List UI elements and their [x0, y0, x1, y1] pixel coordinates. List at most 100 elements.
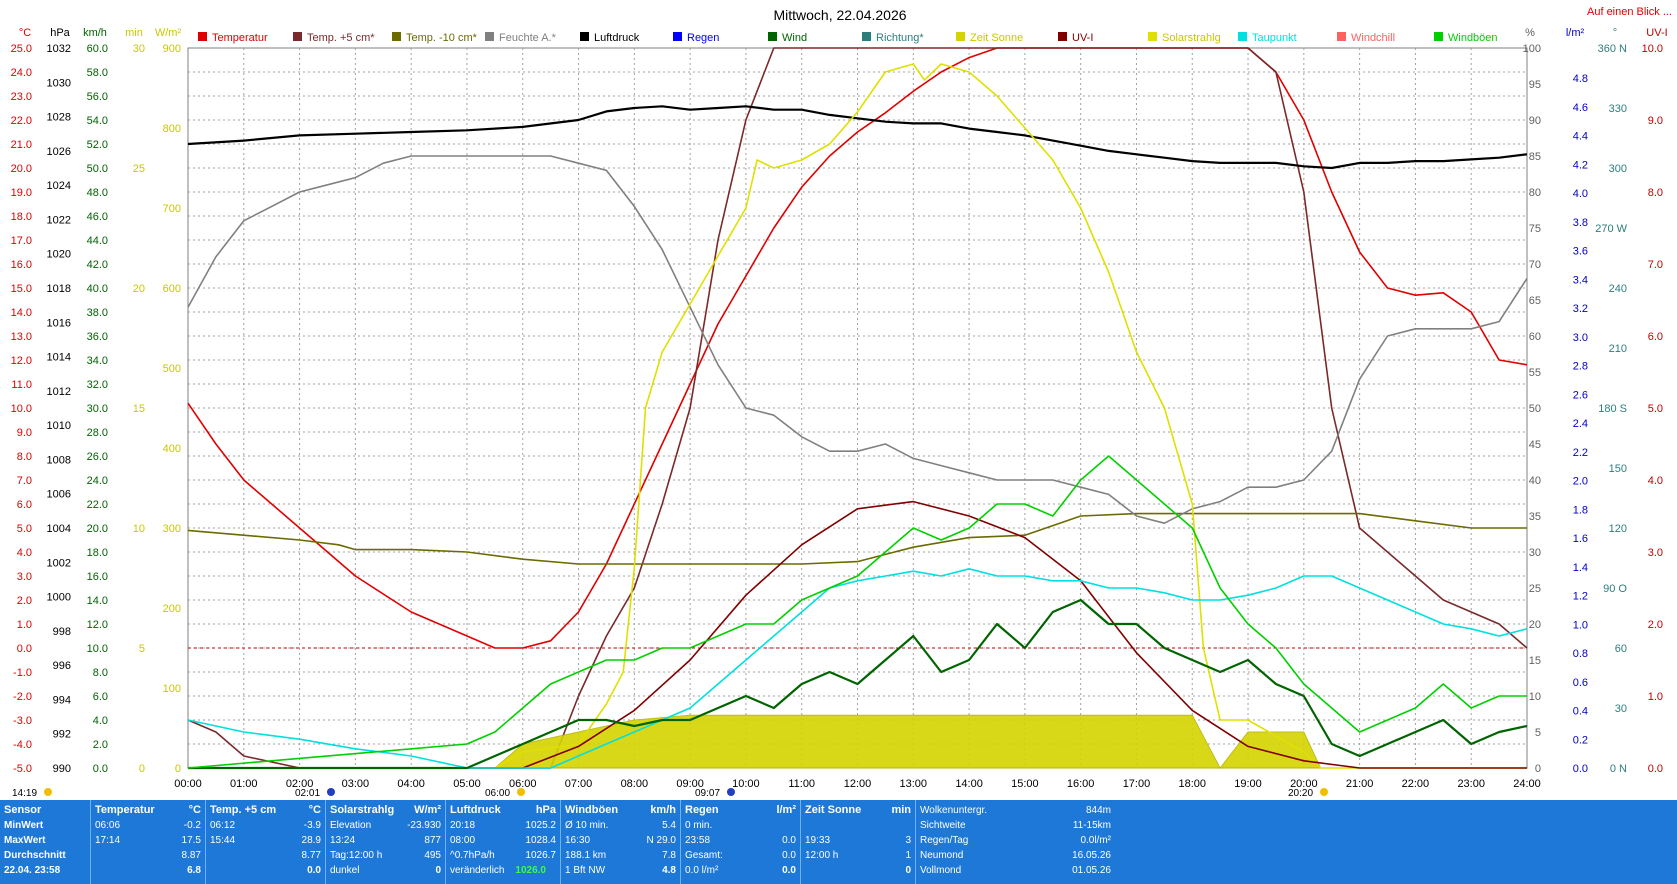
marker-now: 14:19	[12, 788, 37, 799]
footer-header-label: Luftdruck	[450, 804, 501, 816]
footer-row: ^0.7hPa/h 1026.7	[450, 850, 556, 864]
axis-tick-label-celsius: 17.0	[11, 235, 32, 247]
axis-tick-label-lm2: 4.0	[1573, 188, 1588, 200]
footer-row-value: 16.05.26	[1072, 850, 1111, 861]
axis-tick-label-min: 10	[133, 523, 145, 535]
chart-title: Mittwoch, 22.04.2026	[773, 7, 906, 23]
legend-swatch	[485, 32, 494, 41]
series-10	[187, 455, 1527, 769]
axis-tick-label-uvi: 6.0	[1648, 331, 1663, 343]
axis-tick-label-kmh: 16.0	[87, 571, 108, 583]
footer-row-label: MinWert	[4, 820, 44, 831]
footer-row: 8.87	[95, 850, 201, 864]
axis-tick-label-lm2: 1.2	[1573, 591, 1588, 603]
footer-row-label: 15:44	[210, 835, 236, 846]
axis-tick-label-lm2: 3.8	[1573, 217, 1588, 229]
axis-tick-label-lm2: 2.0	[1573, 476, 1588, 488]
axis-tick-label-deg: 300	[1609, 163, 1627, 175]
axis-tick-label-percent: 0	[1535, 763, 1541, 775]
axis-unit-celsius: °C	[19, 27, 31, 39]
axis-tick-label-celsius: -5.0	[13, 763, 32, 775]
axis-tick-label-percent: 90	[1529, 115, 1541, 127]
footer-row-value: 1026.0	[515, 865, 546, 876]
legend-label: UV-I	[1072, 32, 1093, 44]
legend-item: Zeit Sonne	[956, 32, 1023, 44]
marker-sunset: 20:20	[1288, 788, 1313, 799]
axis-tick-label-uvi: 3.0	[1648, 547, 1663, 559]
footer-row-label: Neumond	[920, 850, 964, 861]
axis-tick-label-hpa: 1022	[47, 214, 71, 226]
legend-item: Luftdruck	[580, 32, 640, 44]
axis-tick-label-kmh: 30.0	[87, 403, 108, 415]
axis-tick-label-kmh: 28.0	[87, 427, 108, 439]
footer-row-label: 16:30	[565, 835, 591, 846]
footer-header-label: Solarstrahlg	[330, 804, 395, 816]
axis-tick-label-percent: 15	[1529, 655, 1541, 667]
footer-header-label: Sensor	[4, 804, 42, 816]
footer-row: veränderlich 1026.0	[450, 865, 556, 879]
axis-tick-label-wm2: 900	[163, 43, 181, 55]
series-line	[187, 155, 1528, 524]
axis-tick-label-kmh: 54.0	[87, 115, 108, 127]
axis-tick-label-time: 23:00	[1457, 778, 1485, 790]
axis-tick-label-lm2: 1.6	[1573, 533, 1588, 545]
axis-tick-label-hpa: 1016	[47, 317, 71, 329]
footer-row-value: 17.5	[181, 835, 201, 846]
axis-tick-label-kmh: 18.0	[87, 547, 108, 559]
time-markers: 14:19 02:01 06:00 09:07 20:20	[12, 788, 1328, 799]
axis-tick-label-lm2: 2.4	[1573, 418, 1588, 430]
footer-row-value: 844m	[1085, 805, 1111, 816]
axis-tick-label-percent: 55	[1529, 367, 1541, 379]
footer-row-value: 01.05.26	[1072, 865, 1111, 876]
footer-row-label: 22.04. 23:58	[4, 865, 61, 876]
legend-label: Richtung*	[876, 32, 924, 44]
axis-tick-label-time: 22:00	[1402, 778, 1430, 790]
axis-unit-kmh: km/h	[83, 27, 107, 39]
axis-tick-label-celsius: 23.0	[11, 91, 32, 103]
axis-tick-label-hpa: 990	[53, 763, 71, 775]
legend-swatch	[1337, 32, 1346, 41]
axis-tick-label-time: 02:00	[286, 778, 314, 790]
footer-column: Temp. +5 cm °C 06:12 -3.9 15:44 28.9 8.77 0.0	[205, 800, 325, 884]
axis-tick-label-min: 0	[139, 763, 145, 775]
legend-item: Regen	[673, 32, 719, 44]
legend-label: Luftdruck	[594, 32, 640, 44]
legend-swatch	[768, 32, 777, 41]
legend-label: Regen	[687, 32, 719, 44]
axis-tick-label-time: 10:00	[732, 778, 760, 790]
axis-tick-label-time: 05:00	[453, 778, 481, 790]
axis-tick-label-celsius: 20.0	[11, 163, 32, 175]
footer-header-label: Regen	[685, 804, 719, 816]
axis-tick-label-min: 5	[139, 643, 145, 655]
axis-tick-label-kmh: 8.0	[93, 667, 108, 679]
weather-chart: Mittwoch, 22.04.2026 Auf einen Blick ...…	[11, 6, 1672, 799]
axis-tick-label-kmh: 20.0	[87, 523, 108, 535]
axis-tick-label-percent: 85	[1529, 151, 1541, 163]
footer-header-unit: °C	[308, 804, 321, 816]
axis-tick-label-celsius: 11.0	[11, 379, 32, 391]
footer-header-label: Temperatur	[95, 804, 155, 816]
footer-header: Temperatur °C	[95, 804, 201, 816]
axis-tick-label-time: 24:00	[1513, 778, 1541, 790]
legend-label: Solarstrahlg	[1162, 32, 1221, 44]
marker-icon	[727, 788, 735, 796]
axis-tick-label-hpa: 1010	[47, 420, 71, 432]
footer-row: MinWert	[4, 820, 86, 834]
axis-tick-label-percent: 70	[1529, 259, 1541, 271]
overview-link[interactable]: Auf einen Blick ...	[1587, 6, 1672, 18]
footer-row: 15:44 28.9	[210, 835, 321, 849]
axis-tick-label-wm2: 100	[163, 683, 181, 695]
footer-row-label: Vollmond	[920, 865, 962, 876]
axis-tick-label-lm2: 2.6	[1573, 389, 1588, 401]
footer-row: Wolkenuntergr. 844m	[920, 805, 1111, 819]
axis-tick-label-celsius: -4.0	[13, 739, 32, 751]
axis-tick-label-kmh: 4.0	[93, 715, 108, 727]
footer-header: Sensor	[4, 804, 86, 816]
footer-row-value: 5.4	[662, 820, 676, 831]
axis-tick-label-time: 11:00	[788, 778, 815, 790]
legend-swatch	[580, 32, 589, 41]
axis-unit-deg: °	[1613, 27, 1617, 39]
axis-tick-label-uvi: 2.0	[1648, 619, 1663, 631]
axis-tick-label-kmh: 60.0	[87, 43, 108, 55]
footer-row-label: 08:00	[450, 835, 476, 846]
